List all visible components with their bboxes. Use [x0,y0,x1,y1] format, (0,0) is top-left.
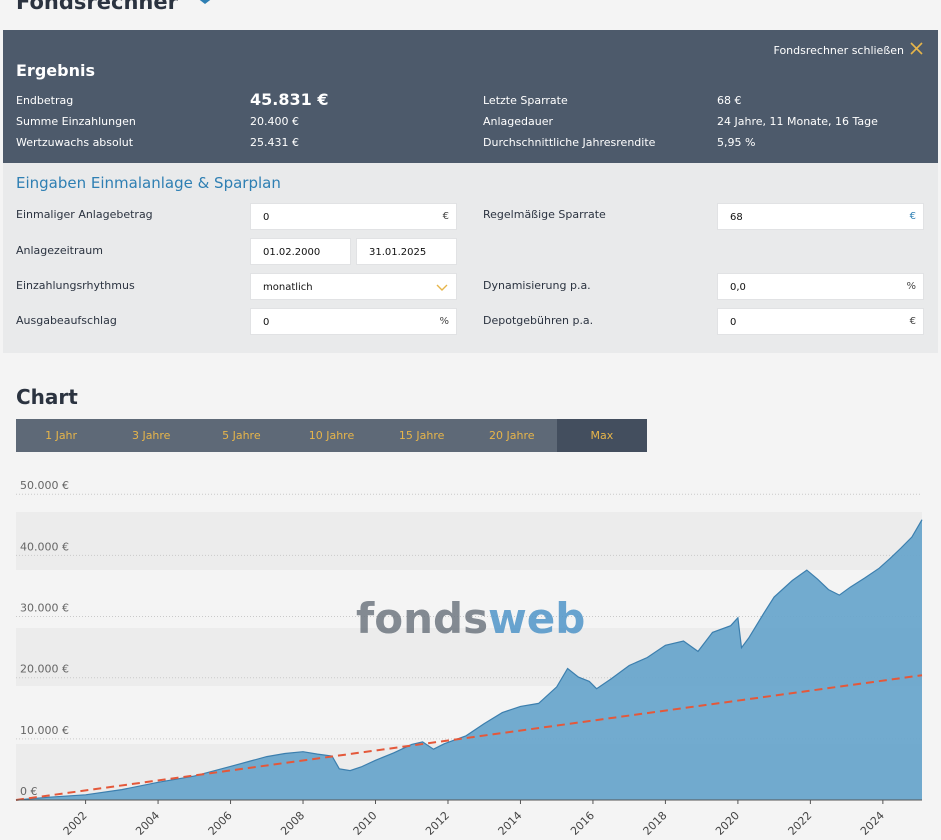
x-tick-label: 2010 [351,809,380,838]
chevron-down-icon [436,284,448,291]
performance-chart: 0 € 10.000 € 20.000 € 30.000 € 40.000 € 50.00… [15,480,923,838]
area-series [16,519,922,800]
rhythmus-label: Einzahlungsrhythmus [16,279,135,292]
einmal-input[interactable]: 0 € [250,203,457,230]
dynamik-input[interactable]: 0,0 % [717,273,924,300]
rhythmus-value: monatlich [263,282,313,293]
period-tabs: 1 Jahr 3 Jahre 5 Jahre 10 Jahre 15 Jahre… [16,419,647,452]
close-calculator-link[interactable]: Fondsrechner schließen [773,44,904,57]
y-tick-label: 40.000 € [20,540,69,553]
watermark-web: web [488,594,585,643]
zeitraum-label: Anlagezeitraum [16,244,103,257]
zeitraum-from-value: 01.02.2000 [263,247,321,258]
result-panel: Fondsrechner schließen Ergebnis Endbetra… [3,30,938,163]
rhythmus-select[interactable]: monatlich [250,273,457,300]
einmal-label: Einmaliger Anlagebetrag [16,208,153,221]
zeitraum-to-input[interactable]: 31.01.2025 [356,238,457,265]
x-tick-label: 2008 [278,809,307,838]
result-value-anlagedauer: 24 Jahre, 11 Monate, 16 Tage [717,115,878,128]
tab-5-jahre[interactable]: 5 Jahre [222,429,261,442]
result-value-sparrate: 68 € [717,94,742,107]
depot-label: Depotgebühren p.a. [483,314,594,327]
einmal-value: 0 [263,212,270,223]
tab-max[interactable]: Max [556,419,647,452]
result-value-endbetrag: 45.831 € [250,90,329,109]
depot-input[interactable]: 0 € [717,308,924,335]
aufschlag-input[interactable]: 0 % [250,308,457,335]
x-tick-label: 2006 [206,809,235,838]
depot-value: 0 [730,317,737,328]
tab-10-jahre[interactable]: 10 Jahre [308,429,355,442]
tab-3-jahre[interactable]: 3 Jahre [131,429,171,442]
x-tick-label: 2016 [568,809,597,838]
zeitraum-to-value: 31.01.2025 [369,247,427,258]
aufschlag-value: 0 [263,317,270,328]
result-label-endbetrag: Endbetrag [16,94,74,107]
page-title: Fondsrechner [16,0,178,14]
watermark-fonds: fonds [356,594,488,643]
dynamik-value: 0,0 [730,282,746,293]
y-tick-label: 20.000 € [20,663,69,676]
inputs-panel: Eingaben Einmalanlage & Sparplan Einmali… [3,163,938,353]
y-tick-label: 30.000 € [20,602,69,615]
chevron-down-icon[interactable] [190,0,220,6]
result-label-wertzuwachs: Wertzuwachs absolut [16,136,134,149]
result-label-sparrate: Letzte Sparrate [483,94,568,107]
aufschlag-unit: % [439,316,449,327]
sparrate-value: 68 [730,212,743,223]
sparrate-input[interactable]: 68 € [717,203,924,230]
x-tick-label: 2020 [713,809,742,838]
sparrate-unit: € [909,211,916,222]
x-tick-label: 2002 [61,809,90,838]
x-tick-label: 2022 [786,809,815,838]
einmal-unit: € [442,211,449,222]
dynamik-label: Dynamisierung p.a. [483,279,591,292]
result-value-summe: 20.400 € [250,115,299,128]
area-series-line [15,519,923,801]
y-tick-label: 0 € [20,785,38,798]
x-tick-label: 2014 [496,809,525,838]
einzahlungen-line [15,674,923,801]
result-label-jahresrendite: Durchschnittliche Jahresrendite [483,136,656,149]
tab-1-jahr[interactable]: 1 Jahr [45,429,78,442]
chart-band [16,512,922,570]
y-tick-label: 50.000 € [20,480,69,492]
x-tick-label: 2024 [858,809,887,838]
x-tick-label: 2018 [641,809,670,838]
close-icon[interactable] [910,42,923,55]
y-tick-label: 10.000 € [20,724,69,737]
depot-unit: € [909,316,916,327]
result-value-jahresrendite: 5,95 % [717,136,756,149]
chart-heading: Chart [16,385,78,409]
tab-15-jahre[interactable]: 15 Jahre [398,429,445,442]
result-heading: Ergebnis [16,61,95,80]
result-label-anlagedauer: Anlagedauer [483,115,554,128]
dynamik-unit: % [906,281,916,292]
result-value-wertzuwachs: 25.431 € [250,136,299,149]
tab-20-jahre[interactable]: 20 Jahre [489,429,535,442]
x-tick-label: 2004 [133,809,162,838]
inputs-heading: Eingaben Einmalanlage & Sparplan [16,174,281,192]
zeitraum-from-input[interactable]: 01.02.2000 [250,238,351,265]
sparrate-label: Regelmäßige Sparrate [483,208,606,221]
aufschlag-label: Ausgabeaufschlag [16,314,117,327]
result-label-summe: Summe Einzahlungen [16,115,136,128]
x-tick-label: 2012 [423,809,452,838]
